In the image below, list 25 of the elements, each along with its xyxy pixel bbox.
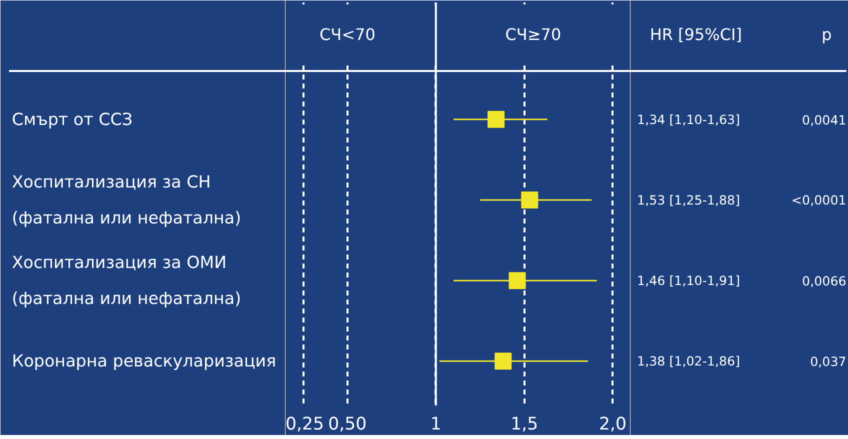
x-tick-label: 1,5 (510, 414, 538, 434)
point (521, 191, 538, 208)
point (494, 352, 512, 370)
text: 0,0066 (802, 274, 846, 289)
text: 0,0041 (802, 112, 846, 128)
data-label: 1,53 [1,25-1,88] (637, 192, 740, 208)
text: СЧ<70 (319, 25, 376, 44)
data-label: 1,46 [1,10-1,91] (637, 273, 740, 288)
y-tick-label: Хоспитализация за СН (фатална или нефатална) (12, 172, 242, 228)
x-tick-label: 0,25 (286, 414, 324, 434)
y-tick-label: Коронарна реваскуларизация (12, 352, 276, 371)
text: <0,0001 (791, 192, 846, 208)
text: p (822, 25, 832, 44)
text: 0,037 (810, 354, 846, 370)
x-tick-label: 0,50 (328, 414, 367, 434)
data-label: 1,34 [1,10-1,63] (637, 112, 740, 127)
text: СЧ≥70 (505, 25, 562, 44)
point (488, 110, 505, 128)
x-tick-label: 1 (430, 414, 442, 434)
text: HR [95%CI] (650, 25, 742, 44)
data-label: 1,38 [1,02-1,86] (637, 354, 740, 369)
y-tick-label: Хоспитализация за ОМИ (фатална или нефатална) (12, 253, 242, 308)
y-tick-label: Смърт от ССЗ (12, 110, 133, 129)
x-tick-label: 2,0 (599, 414, 627, 434)
point (508, 272, 526, 290)
